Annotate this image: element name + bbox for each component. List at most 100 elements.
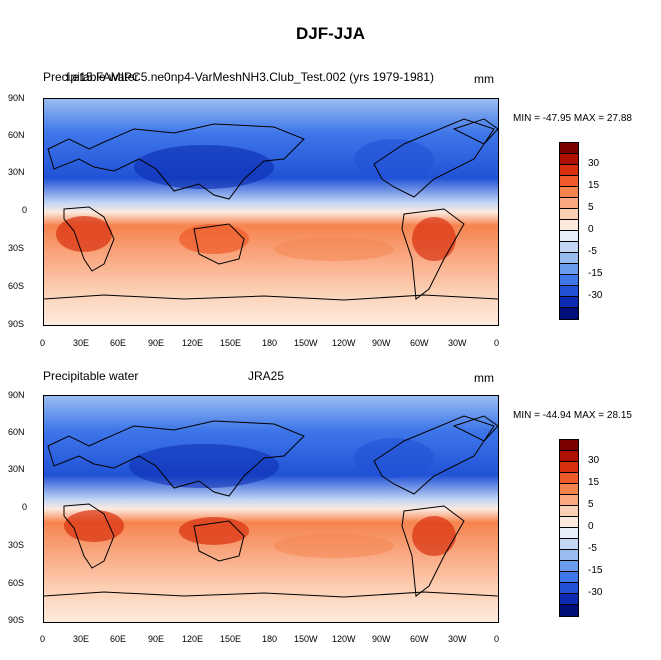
lat-tick: 90N xyxy=(8,93,25,103)
lat-tick: 30N xyxy=(8,167,25,177)
lon-tick: 0 xyxy=(40,634,46,644)
lon-tick: 0 xyxy=(494,338,500,348)
min-max-label: MIN = -47.95 MAX = 27.88 xyxy=(513,113,632,124)
lon-tick: 60W xyxy=(410,338,429,348)
colorbar-swatch xyxy=(560,275,578,286)
colorbar-swatch xyxy=(560,462,578,473)
colorbar-label: -5 xyxy=(588,543,597,554)
lon-tick: 150E xyxy=(220,634,242,644)
colorbar-swatch xyxy=(560,539,578,550)
colorbar-swatch xyxy=(560,484,578,495)
colorbar-model xyxy=(559,142,579,320)
colorbar-swatch xyxy=(560,220,578,231)
colorbar-label: -5 xyxy=(588,246,597,257)
map-svg-model xyxy=(44,99,498,325)
colorbar-label: -30 xyxy=(588,290,603,301)
colorbar-swatch xyxy=(560,528,578,539)
lat-tick: 90S xyxy=(8,319,25,329)
colorbar-label: 0 xyxy=(588,521,594,532)
figure-title: DJF-JJA xyxy=(296,24,365,43)
lon-tick: 90E xyxy=(148,634,165,644)
panel-center-title: JRA25 xyxy=(248,369,285,383)
lon-tick: 120E xyxy=(182,634,204,644)
colorbar-swatch xyxy=(560,517,578,528)
lon-tick: 30E xyxy=(73,338,90,348)
lat-tick: 0 xyxy=(22,205,28,215)
colorbar-swatch xyxy=(560,308,578,319)
panel-units: mm xyxy=(474,371,494,385)
min-max-label: MIN = -44.94 MAX = 28.15 xyxy=(513,410,632,421)
colorbar-swatch xyxy=(560,253,578,264)
lon-tick: 0 xyxy=(494,634,500,644)
lon-tick: 60W xyxy=(410,634,429,644)
colorbar-label: 0 xyxy=(588,224,594,235)
lat-tick: 30S xyxy=(8,540,25,550)
colorbar-swatch xyxy=(560,297,578,308)
lon-tick: 30E xyxy=(73,634,90,644)
colorbar-swatch xyxy=(560,583,578,594)
lat-tick: 90N xyxy=(8,390,25,400)
map-field-model xyxy=(43,98,499,326)
lat-tick: 60S xyxy=(8,578,25,588)
colorbar-swatch xyxy=(560,231,578,242)
colorbar-label: 15 xyxy=(588,477,600,488)
lon-tick: 180 xyxy=(262,634,278,644)
colorbar-swatch xyxy=(560,286,578,297)
panel-units: mm xyxy=(474,72,494,86)
lon-tick: 150W xyxy=(294,338,318,348)
lon-tick: 180 xyxy=(262,338,278,348)
colorbar-label: 30 xyxy=(588,455,600,466)
panel-left-title: Precipitable water xyxy=(43,70,139,84)
colorbar-label: 5 xyxy=(588,499,594,510)
colorbar-swatch xyxy=(560,572,578,583)
lon-tick: 30W xyxy=(448,634,467,644)
lat-tick: 60S xyxy=(8,281,25,291)
colorbar-swatch xyxy=(560,550,578,561)
lon-tick: 60E xyxy=(110,634,127,644)
colorbar-swatch xyxy=(560,264,578,275)
colorbar-label: -15 xyxy=(588,268,603,279)
lon-tick: 150W xyxy=(294,634,318,644)
lat-tick: 90S xyxy=(8,615,25,625)
lon-tick: 60E xyxy=(110,338,127,348)
colorbar-swatch xyxy=(560,187,578,198)
lon-tick: 90E xyxy=(148,338,165,348)
lon-tick: 30W xyxy=(448,338,467,348)
colorbar-swatch xyxy=(560,594,578,605)
colorbar-label: 30 xyxy=(588,158,600,169)
map-field-reference xyxy=(43,395,499,623)
map-svg-reference xyxy=(44,396,498,622)
colorbar-swatch xyxy=(560,198,578,209)
colorbar-label: -15 xyxy=(588,565,603,576)
colorbar-swatch xyxy=(560,209,578,220)
lon-tick: 90W xyxy=(372,338,391,348)
colorbar-swatch xyxy=(560,242,578,253)
lon-tick: 0 xyxy=(40,338,46,348)
colorbar-swatch xyxy=(560,143,578,154)
panel-left-title: Precipitable water xyxy=(43,369,139,383)
colorbar-label: -30 xyxy=(588,587,603,598)
lat-tick: 0 xyxy=(22,502,28,512)
colorbar-swatch xyxy=(560,473,578,484)
lat-tick: 60N xyxy=(8,130,25,140)
colorbar-reference xyxy=(559,439,579,617)
lon-tick: 120W xyxy=(332,338,356,348)
lon-tick: 150E xyxy=(220,338,242,348)
colorbar-swatch xyxy=(560,506,578,517)
colorbar-swatch xyxy=(560,561,578,572)
colorbar-swatch xyxy=(560,605,578,616)
colorbar-swatch xyxy=(560,176,578,187)
colorbar-label: 15 xyxy=(588,180,600,191)
colorbar-swatch xyxy=(560,451,578,462)
lat-tick: 30N xyxy=(8,464,25,474)
lon-tick: 120W xyxy=(332,634,356,644)
colorbar-swatch xyxy=(560,495,578,506)
lon-tick: 90W xyxy=(372,634,391,644)
lat-tick: 30S xyxy=(8,243,25,253)
colorbar-swatch xyxy=(560,154,578,165)
lat-tick: 60N xyxy=(8,427,25,437)
lon-tick: 120E xyxy=(182,338,204,348)
colorbar-swatch xyxy=(560,165,578,176)
panel-center-title: f.e15.FAMIPC5.ne0np4-VarMeshNH3.Club_Tes… xyxy=(66,70,434,84)
colorbar-label: 5 xyxy=(588,202,594,213)
